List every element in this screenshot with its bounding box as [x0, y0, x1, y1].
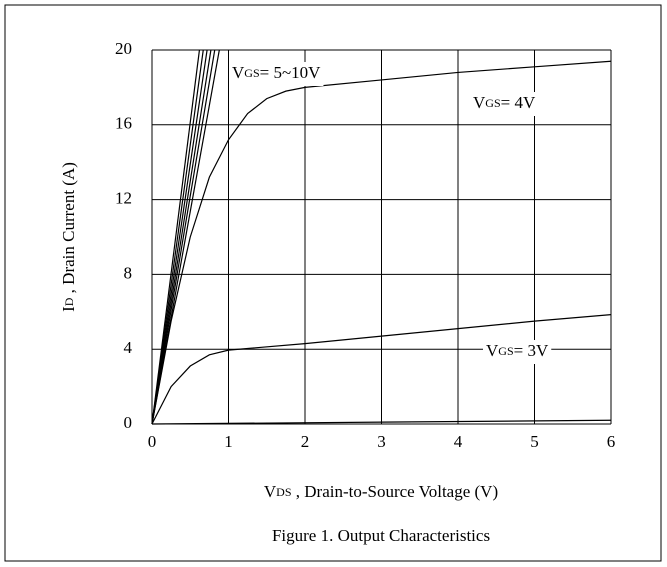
- x-label-sub: DS: [276, 485, 291, 499]
- x-tick-label: 0: [148, 432, 157, 451]
- curve: [151, 49, 216, 425]
- curve: [151, 49, 208, 425]
- x-tick-label: 2: [301, 432, 310, 451]
- annotation-main: V: [473, 93, 486, 112]
- x-tick-label: 6: [607, 432, 616, 451]
- annotation-main: V: [486, 341, 499, 360]
- y-label-main: I: [59, 306, 78, 312]
- y-tick-label: 0: [124, 413, 133, 432]
- frame: [4, 4, 662, 562]
- curve: [151, 49, 204, 425]
- curve: [151, 49, 212, 425]
- annotation-sub: GS: [244, 66, 259, 80]
- annotation-bg: [229, 62, 324, 86]
- y-tick-label: 12: [115, 189, 132, 208]
- annotation-sub: GS: [498, 344, 513, 358]
- annotation-rest: = 3V: [514, 341, 549, 360]
- annotation-bg: [470, 92, 539, 116]
- x-tick-label: 5: [530, 432, 539, 451]
- annotation: VGS= 4V: [473, 93, 536, 112]
- annotation: VGS= 5~10V: [232, 63, 321, 82]
- curve: [151, 60, 612, 425]
- x-tick-label: 4: [454, 432, 463, 451]
- x-axis-label: VDS , Drain-to-Source Voltage (V): [264, 482, 498, 501]
- y-label-sub: D: [62, 297, 76, 306]
- annotation-main: V: [232, 63, 245, 82]
- y-tick-label: 8: [124, 263, 133, 282]
- y-tick-label: 4: [124, 338, 133, 357]
- annotation-rest: = 4V: [501, 93, 536, 112]
- curve: [151, 419, 612, 425]
- curve: [151, 314, 612, 425]
- x-label-rest: , Drain-to-Source Voltage (V): [292, 482, 499, 501]
- annotation: VGS= 3V: [486, 341, 549, 360]
- caption: Figure 1. Output Characteristics: [272, 526, 490, 545]
- x-tick-label: 1: [224, 432, 233, 451]
- annotation-bg: [483, 340, 552, 364]
- x-tick-label: 3: [377, 432, 386, 451]
- y-label-rest: , Drain Current (A): [59, 162, 78, 298]
- annotation-sub: GS: [485, 96, 500, 110]
- y-axis-label: ID , Drain Current (A): [59, 162, 78, 312]
- curve: [151, 49, 201, 425]
- x-label-main: V: [264, 482, 277, 501]
- y-tick-label: 16: [115, 114, 132, 133]
- y-tick-label: 20: [115, 39, 132, 58]
- annotation-rest: = 5~10V: [260, 63, 322, 82]
